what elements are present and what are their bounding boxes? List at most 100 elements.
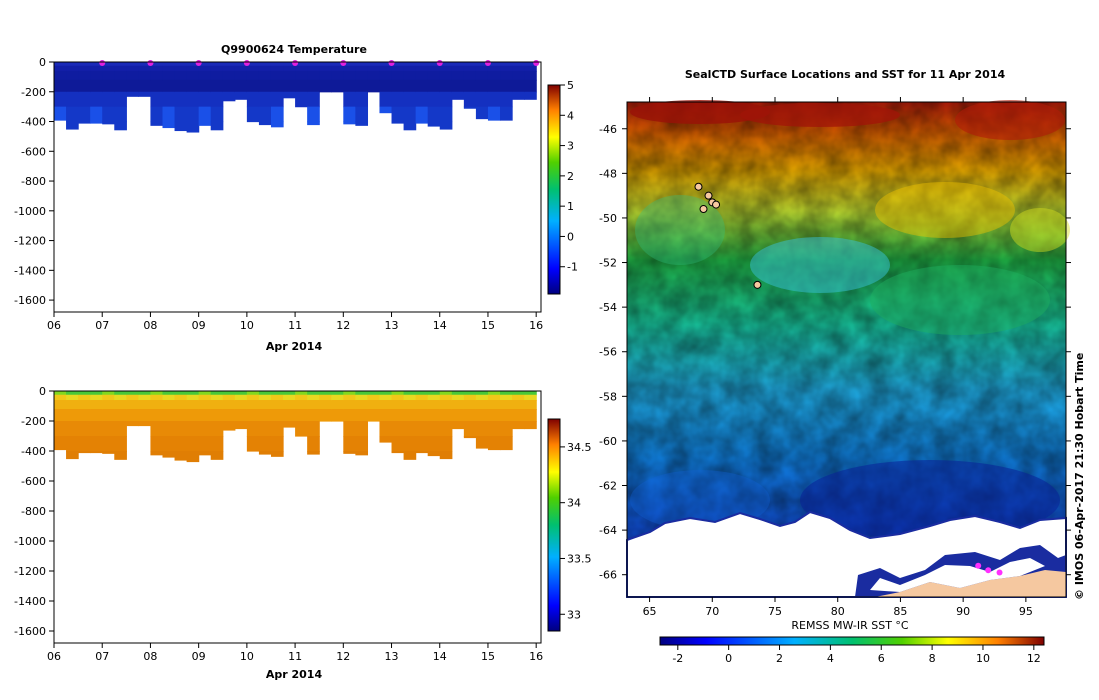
section-cell	[331, 70, 344, 81]
map-y-tick-label: -56	[599, 346, 617, 359]
section-cell	[258, 400, 272, 410]
section-cell	[415, 70, 429, 81]
section-cell	[415, 391, 429, 396]
section-cell	[343, 62, 356, 67]
section-cell	[186, 91, 200, 108]
section-cell	[451, 400, 465, 410]
section-cell	[415, 436, 429, 452]
section-cell	[54, 106, 67, 121]
section-cell	[90, 62, 103, 67]
section-cell	[295, 65, 308, 72]
section-cell	[451, 391, 465, 396]
section-cell	[246, 62, 260, 67]
map-colorbar-label: REMSS MW-IR SST °C	[791, 619, 909, 632]
section-cell	[78, 400, 91, 410]
section-cell	[391, 421, 405, 437]
section-cell	[150, 436, 164, 452]
section-cell	[343, 409, 356, 422]
section-cell	[270, 91, 284, 108]
section-cell	[500, 394, 513, 401]
section-cell	[246, 436, 260, 452]
salinity-colorbar-ticks: 34.5 34 33.5 33	[560, 441, 592, 621]
section-cell	[524, 409, 537, 422]
y-tick-label: -800	[21, 175, 46, 188]
section-cell	[102, 106, 115, 123]
section-cell	[126, 409, 139, 422]
section-cell	[283, 79, 296, 93]
map-colorbar-ticks: -2 0 2 4 6 8 10 12	[672, 645, 1041, 665]
section-cell	[210, 394, 224, 401]
antarctic-land	[875, 570, 1066, 597]
section-cell	[367, 70, 381, 81]
section-cell	[198, 409, 212, 422]
section-cell	[66, 400, 79, 410]
section-cell	[331, 400, 344, 410]
section-cell	[246, 79, 260, 93]
map-y-tick-label: -64	[599, 524, 617, 537]
section-cell	[186, 106, 200, 123]
section-cell	[391, 400, 405, 410]
profile-marker	[147, 60, 154, 66]
section-cell	[295, 409, 308, 422]
section-cell	[198, 79, 212, 93]
section-cell	[512, 409, 525, 422]
section-cell	[186, 436, 200, 452]
section-cell	[524, 62, 537, 67]
section-cell	[475, 436, 489, 449]
section-cell	[114, 62, 127, 67]
section-cell	[150, 394, 164, 401]
section-cell	[150, 91, 164, 108]
section-cell	[500, 436, 513, 451]
section-cell	[114, 421, 127, 437]
section-cell	[162, 394, 176, 401]
profile-marker	[533, 60, 540, 66]
colorbar-tick-label: 34.5	[567, 441, 592, 454]
colorbar-tick-label: 33	[567, 608, 581, 621]
section-cell	[102, 421, 115, 437]
section-cell	[150, 70, 164, 81]
y-tick-label: -1400	[14, 595, 46, 608]
x-tick-label: 16	[529, 650, 543, 663]
section-cell	[270, 451, 284, 457]
section-cell	[391, 62, 405, 67]
section-cell	[150, 391, 164, 396]
section-cell	[162, 91, 176, 108]
section-cell	[162, 436, 176, 452]
section-cell	[186, 65, 200, 72]
section-cell	[270, 121, 284, 128]
section-cell	[295, 394, 308, 401]
section-cell	[90, 79, 103, 93]
section-cell	[355, 79, 369, 93]
section-cell	[415, 400, 429, 410]
section-cell	[283, 421, 296, 428]
section-cell	[114, 121, 127, 131]
section-cell	[463, 65, 477, 72]
section-cell	[114, 106, 127, 123]
section-cell	[222, 91, 236, 102]
section-cell	[463, 62, 477, 67]
section-cell	[150, 451, 164, 456]
section-cell	[343, 394, 356, 401]
section-cell	[500, 65, 513, 72]
section-cell	[186, 394, 200, 401]
section-cell	[210, 121, 224, 131]
section-cell	[524, 65, 537, 72]
section-cell	[258, 70, 272, 81]
temperature-plot-frame	[53, 61, 542, 313]
section-cell	[524, 91, 537, 100]
sst-map-panel: SealCTD Surface Locations and SST for 11…	[599, 68, 1086, 665]
y-tick-label: -1600	[14, 294, 46, 307]
x-tick-label: 16	[529, 319, 543, 332]
section-cell	[355, 400, 369, 410]
section-cell	[500, 421, 513, 437]
section-cell	[524, 394, 537, 401]
section-cell	[283, 91, 296, 99]
section-cell	[439, 106, 453, 123]
map-colorbar-tick-label: 10	[976, 652, 990, 665]
y-tick-label: -600	[21, 475, 46, 488]
section-cell	[150, 65, 164, 72]
section-cell	[246, 91, 260, 108]
section-cell	[222, 79, 236, 93]
section-cell	[379, 79, 393, 93]
map-x-tick-label: 95	[1019, 605, 1033, 618]
